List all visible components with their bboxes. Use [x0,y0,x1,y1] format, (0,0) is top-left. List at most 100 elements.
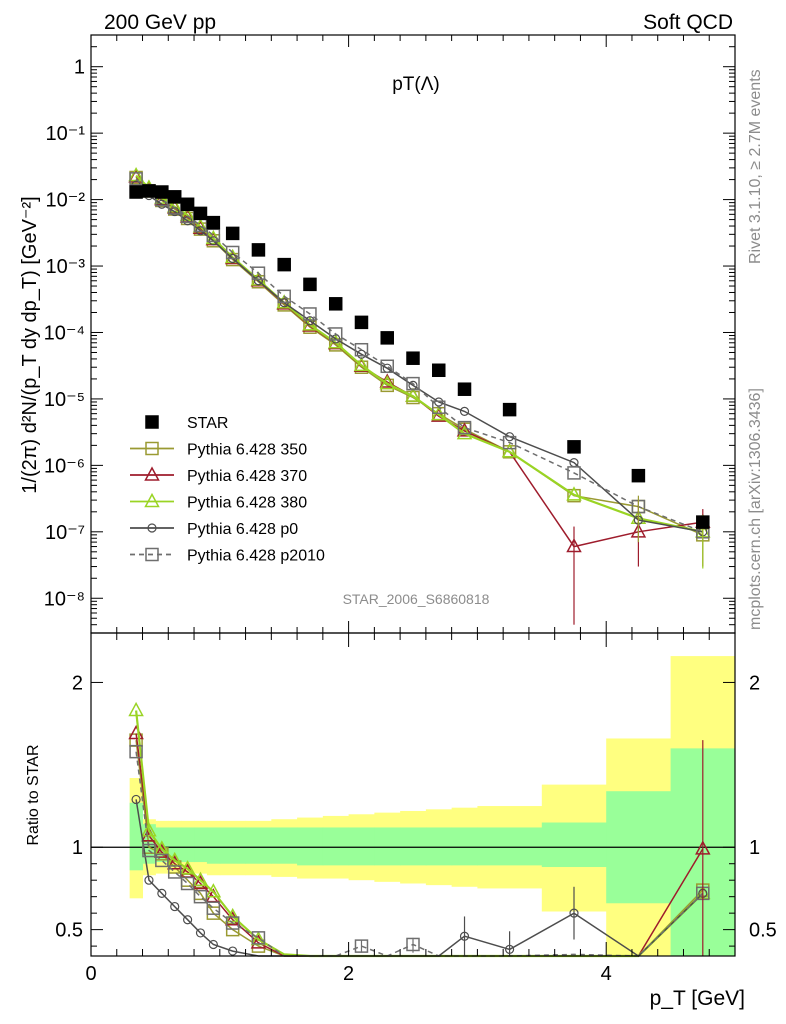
star-data-point [129,185,143,199]
inner-band-bin [451,827,478,866]
star-data-point [225,226,240,241]
legend-label: Pythia 6.428 p0 [187,521,298,538]
inner-band-bin [541,822,607,868]
ratio-marker [128,701,144,717]
x-tick-label: 4 [601,963,612,985]
series-marker [567,488,581,503]
star-data-point [406,351,420,365]
series-marker [406,376,420,391]
header-left: 200 GeV pp [104,11,216,34]
star-data-point [180,197,195,212]
ratio-marker [224,907,241,923]
ratio-marker [195,928,206,938]
ratio-marker [228,946,238,956]
x-axis-label-text: p_T [GeV] [650,987,745,1010]
ratio-marker [251,931,266,945]
star-data-point [432,363,446,378]
legend-marker [147,523,157,533]
main-y-axis-label: 1/(2π) d²N/(p_T dy dp_T) [GeV⁻²] [19,196,41,493]
star-data-point [251,243,266,257]
series-marker [432,400,446,414]
main-y-tick-label: 10⁻³ [46,256,86,278]
ratio-frame [90,632,736,957]
series-marker [353,356,370,372]
ratio-marker [180,876,195,891]
ratio-marker [170,901,180,912]
star-data-point [696,515,710,529]
main-y-tick-label: 1 [74,57,85,79]
legend-label: Pythia 6.428 p2010 [187,548,325,565]
series-marker [253,276,264,286]
ratio-marker [225,916,240,930]
series-marker [456,425,473,440]
ratio-marker [157,888,167,898]
series-line-3 [135,184,703,533]
series-marker [225,245,240,260]
ratio-marker [167,865,182,879]
series-marker [331,334,341,344]
ratio-uncertainty-bands [91,656,736,956]
main-y-tick-label: 10⁻² [46,190,86,212]
inner-band-bin [245,827,272,864]
series-line-4 [135,178,704,533]
series-marker [502,435,517,450]
x-axis-label: p_T [GeV] [650,987,745,1010]
inner-band-bin [219,827,247,864]
main-y-tick-label: 10⁻⁵ [44,389,85,411]
series-marker [456,422,473,437]
ratio-y-tick-label-right: 1 [749,837,760,859]
ratio-marker [183,915,193,925]
analysis-watermark: STAR_2006_S6860818 [343,591,490,607]
legend-label: Pythia 6.428 350 [187,442,307,459]
legend-marker [144,492,160,508]
inner-band-bin [477,827,543,866]
ratio-y-tick-label-right: 2 [749,672,760,694]
series-marker [328,327,343,341]
series-marker [354,342,369,357]
star-data-point [631,468,646,483]
inner-band-bin [129,802,144,871]
series-marker [157,199,167,209]
x-tick-label: 2 [343,963,354,985]
inner-band-bin [425,827,453,866]
legend-marker-star [145,415,159,429]
main-y-tick-label: 10⁻⁶ [44,455,85,477]
series-marker [251,275,266,289]
ratio-marker [179,860,196,875]
ratio-marker [192,871,209,886]
ratio-y-axis-label: Ratio to STAR [25,744,42,845]
series-marker [354,360,369,374]
main-y-axis-label-text: 1/(2π) d²N/(p_T dy dp_T) [GeV⁻²] [19,196,41,493]
inner-band-bin [348,827,375,866]
main-series-layer [128,166,711,625]
inner-band-bin [168,827,182,863]
ratio-marker [141,822,157,837]
ratio-marker [206,901,221,915]
x-tick-label: 0 [85,963,96,985]
inner-band-bin [297,827,324,866]
legend-label: Pythia 6.428 370 [187,468,307,485]
star-data-point [155,185,169,199]
star-data-point [277,257,291,272]
ratio-marker [205,883,222,898]
ratio-y-tick-label: 1 [72,837,83,859]
inner-band-bin [194,827,208,863]
ratio-marker [193,889,208,904]
series-marker [567,466,581,480]
main-y-tick-label: 10⁻⁸ [44,588,85,610]
series-marker [459,406,470,416]
main-y-tick-label: 10⁻⁴ [44,322,85,344]
star-data-point [354,315,369,330]
ratio-marker [142,843,156,858]
ratio-y-tick-label: 2 [72,672,83,694]
star-data-point [328,297,343,311]
series-marker [405,387,421,402]
star-data-point [502,402,517,417]
series-marker [305,316,315,326]
series-marker [406,390,420,405]
series-marker [501,443,518,458]
series-marker [566,486,582,501]
legend-label: STAR [187,415,228,432]
legend-marker [145,441,159,456]
